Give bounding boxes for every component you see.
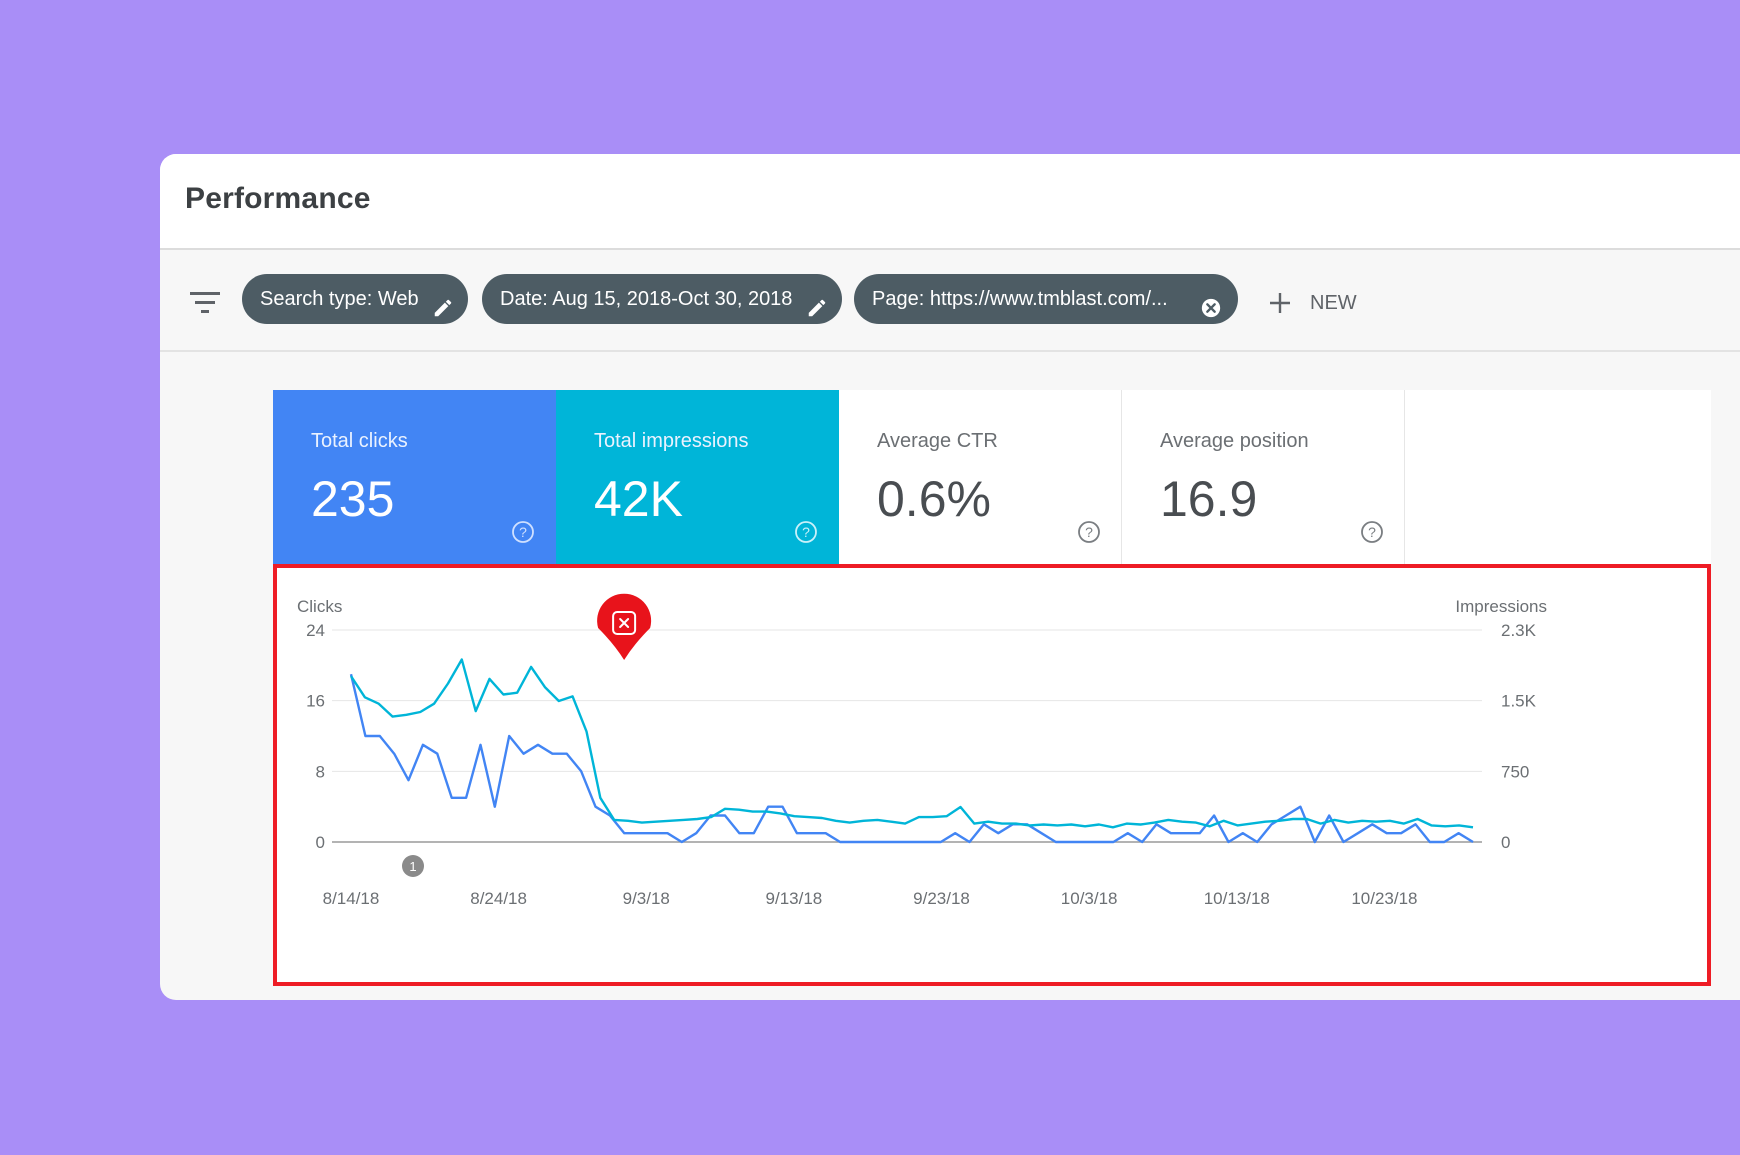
total-impressions-card[interactable]: Total impressions 42K ?: [556, 390, 839, 564]
y-tick-right: 1.5K: [1501, 692, 1537, 711]
metric-value: 0.6%: [877, 471, 991, 527]
performance-panel: Performance Search type: Web Date: Aug 1…: [160, 154, 1740, 1000]
edit-icon[interactable]: [806, 288, 828, 338]
total-clicks-card[interactable]: Total clicks 235 ?: [273, 390, 556, 564]
filter-bar: Search type: Web Date: Aug 15, 2018-Oct …: [160, 252, 1740, 352]
svg-text:?: ?: [1368, 524, 1376, 540]
x-tick-label: 10/3/18: [1061, 889, 1118, 908]
performance-chart: 0 0 8 750 16 1.5K 24 2.3K Clicks Impressions 8/14/…: [273, 564, 1711, 986]
error-marker-frame: [612, 611, 637, 635]
svg-text:?: ?: [1085, 524, 1093, 540]
x-tick-label: 10/13/18: [1204, 889, 1270, 908]
svg-text:?: ?: [519, 524, 527, 540]
impressions-series-line: [349, 658, 1474, 829]
y-tick-right: 2.3K: [1501, 621, 1537, 640]
x-tick-label: 9/23/18: [913, 889, 970, 908]
average-ctr-card[interactable]: Average CTR 0.6% ?: [839, 390, 1122, 564]
page-title: Performance: [185, 182, 371, 215]
metric-label: Total impressions: [594, 430, 749, 452]
chip-label: Date: Aug 15, 2018-Oct 30, 2018: [500, 288, 793, 310]
chart-canvas: 0 0 8 750 16 1.5K 24 2.3K Clicks Impressions 8/14/…: [297, 593, 1547, 908]
date-range-chip[interactable]: Date: Aug 15, 2018-Oct 30, 2018: [482, 274, 842, 324]
close-circle-icon[interactable]: [1200, 288, 1222, 338]
page-url-chip[interactable]: Page: https://www.tmblast.com/...: [854, 274, 1238, 324]
metrics-row: Total clicks 235 ? Total impressions 42K…: [273, 390, 1711, 564]
help-icon[interactable]: ?: [794, 520, 818, 549]
help-icon[interactable]: ?: [1360, 520, 1384, 549]
annotation-badge-label: 1: [409, 859, 416, 874]
y-tick-left: 0: [316, 833, 325, 852]
svg-text:?: ?: [802, 524, 810, 540]
x-tick-label: 8/14/18: [323, 889, 380, 908]
close-icon: [619, 618, 630, 628]
page-header: Performance: [160, 154, 1740, 250]
metric-value: 235: [311, 471, 395, 527]
help-icon[interactable]: ?: [511, 520, 535, 549]
x-tick-label: 10/23/18: [1351, 889, 1417, 908]
plus-icon: [1270, 293, 1290, 313]
metric-label: Total clicks: [311, 430, 408, 452]
edit-icon[interactable]: [432, 288, 454, 338]
y-tick-left: 8: [316, 762, 325, 781]
help-icon[interactable]: ?: [1077, 520, 1101, 549]
y-tick-left: 16: [306, 692, 325, 711]
y-tick-right: 750: [1501, 762, 1529, 781]
y-tick-left: 24: [306, 621, 325, 640]
search-type-chip[interactable]: Search type: Web: [242, 274, 468, 324]
average-position-card[interactable]: Average position 16.9 ?: [1122, 390, 1405, 564]
metric-value: 16.9: [1160, 471, 1258, 527]
metric-label: Average position: [1160, 430, 1309, 452]
x-tick-label: 9/3/18: [623, 889, 670, 908]
clicks-series-line: [349, 673, 1474, 844]
new-filter-label: NEW: [1310, 292, 1357, 314]
metric-value: 42K: [594, 471, 683, 527]
chip-label: Search type: Web: [260, 288, 419, 310]
y-tick-right: 0: [1501, 833, 1510, 852]
y-axis-label-left: Clicks: [297, 597, 342, 616]
chip-label: Page: https://www.tmblast.com/...: [872, 288, 1168, 310]
x-tick-label: 9/13/18: [766, 889, 823, 908]
y-axis-label-right: Impressions: [1455, 597, 1547, 616]
annotation-badge: [402, 855, 425, 877]
filter-icon[interactable]: [190, 292, 220, 319]
metric-label: Average CTR: [877, 430, 998, 452]
x-tick-label: 8/24/18: [470, 889, 527, 908]
error-marker-pin: [597, 593, 652, 660]
